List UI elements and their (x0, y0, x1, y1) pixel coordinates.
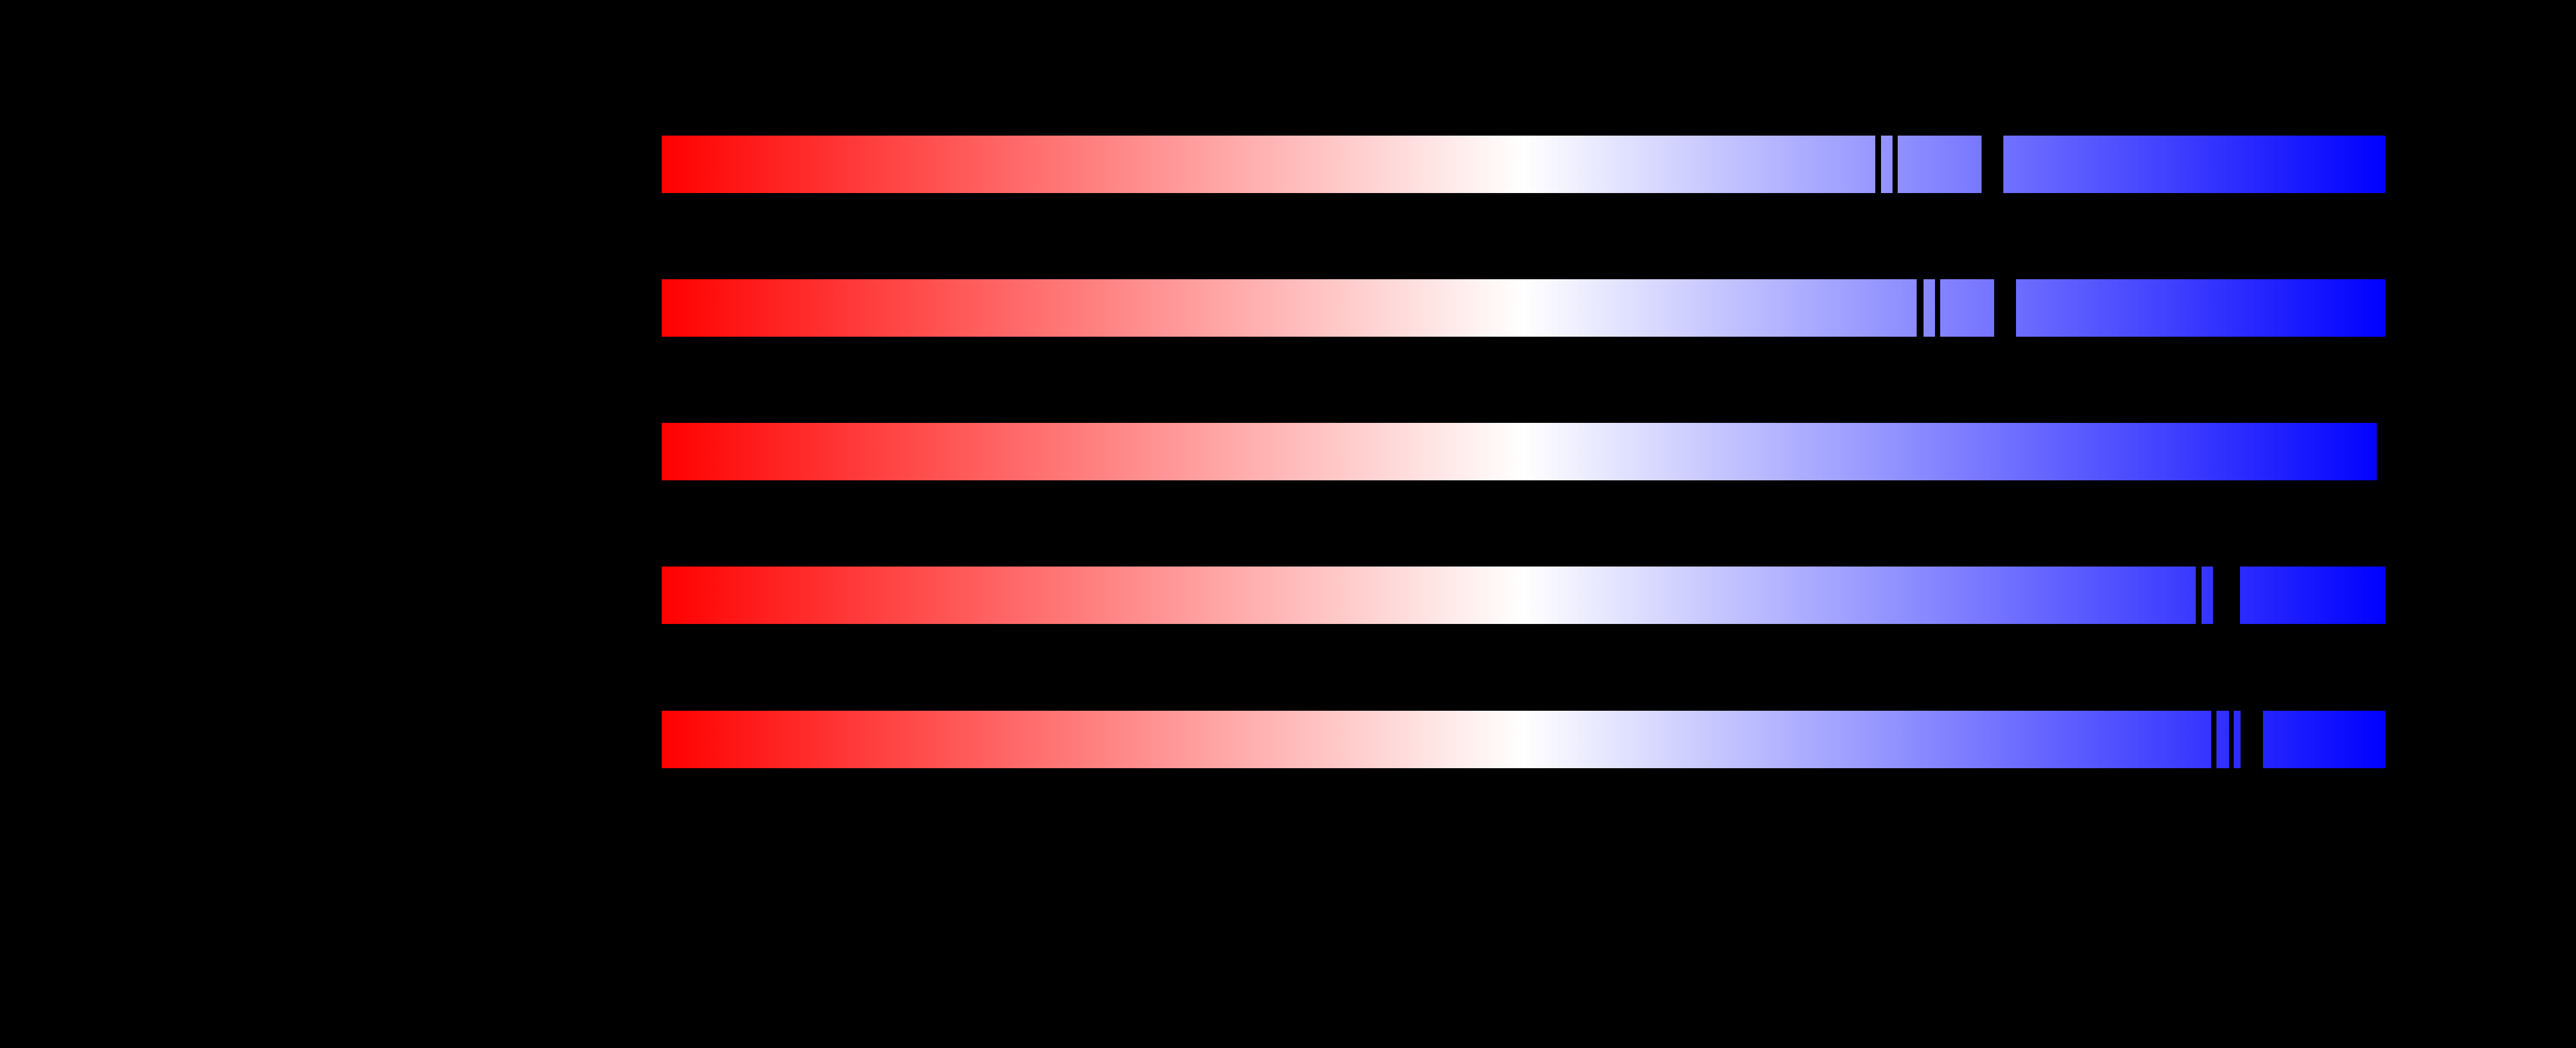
bar-segment (2234, 711, 2241, 768)
bar-segment (2016, 279, 2385, 337)
gradient-bar-3 (662, 423, 2377, 480)
bar-segment (2202, 567, 2213, 624)
bar-segment (662, 136, 1875, 193)
bar-segment (662, 567, 2196, 624)
gradient-bar-4 (662, 567, 2385, 624)
bar-segment (2263, 711, 2385, 768)
bar-segment (2003, 136, 2385, 193)
bar-segment (662, 279, 1917, 337)
bar-segment (2240, 567, 2385, 624)
gradient-bar-1 (662, 136, 2385, 193)
bar-segment (662, 423, 2377, 480)
bar-segment (1881, 136, 1893, 193)
bar-segment (2216, 711, 2229, 768)
bar-segment (662, 711, 2211, 768)
bar-segment (1940, 279, 1994, 337)
bar-segment (1898, 136, 1982, 193)
bar-segment (1924, 279, 1935, 337)
gradient-bar-2 (662, 279, 2385, 337)
gradient-bar-5 (662, 711, 2385, 768)
